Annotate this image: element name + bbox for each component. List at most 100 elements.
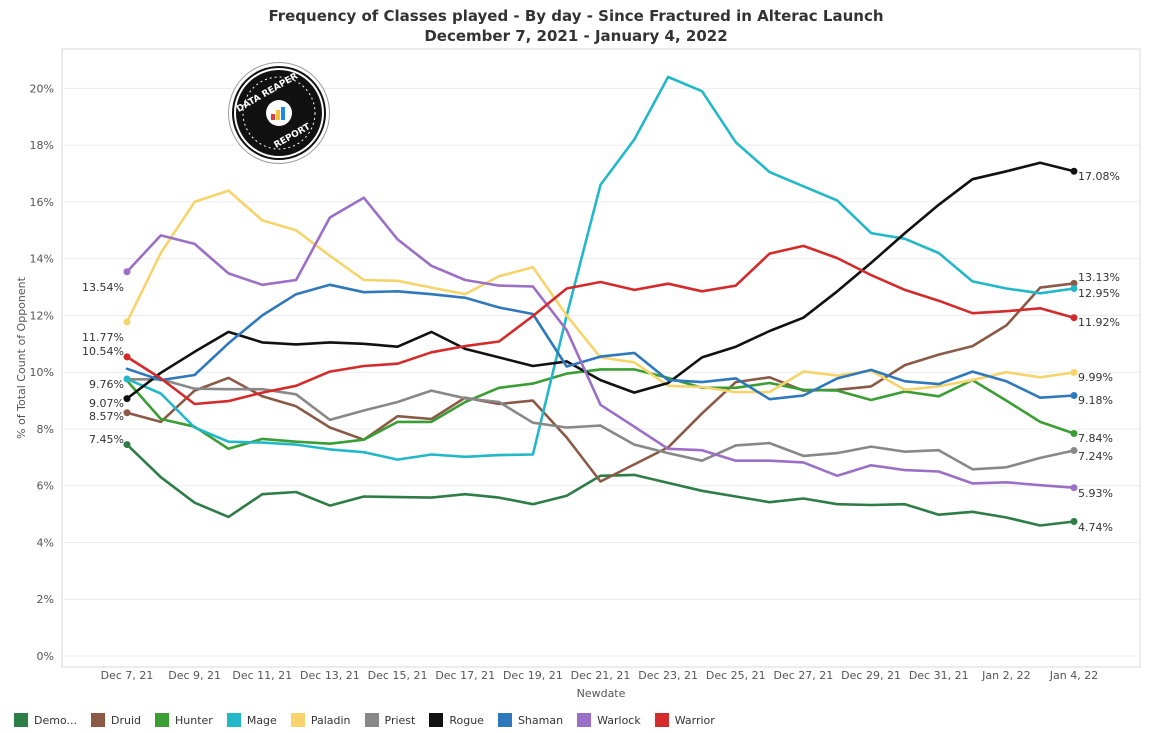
legend-item[interactable]: Rogue	[429, 713, 484, 727]
y-tick-label: 8%	[37, 423, 54, 436]
series-line-rogue	[125, 161, 1076, 400]
series-end-point	[1070, 279, 1078, 287]
series-end-label: 12.95%	[1078, 287, 1120, 300]
legend-item[interactable]: Shaman	[497, 713, 564, 727]
series-end-label: 13.13%	[1078, 271, 1120, 284]
series-start-label: 9.76%	[89, 378, 124, 391]
series-line-demo	[125, 443, 1076, 527]
chart-title: Frequency of Classes played - By day - S…	[268, 7, 884, 25]
x-tick-label: Jan 4, 22	[1049, 669, 1098, 682]
series-line-warrior	[125, 244, 1076, 406]
legend-swatch	[429, 713, 444, 727]
x-tick-label: Dec 21, 21	[571, 669, 631, 682]
legend-swatch	[290, 713, 305, 727]
y-tick-label: 20%	[30, 82, 54, 95]
legend-label: Demo...	[34, 713, 77, 727]
legend-swatch	[226, 713, 241, 727]
series-start-point	[123, 409, 131, 417]
legend-swatch	[90, 713, 105, 727]
legend-swatch	[654, 713, 669, 727]
x-tick-label: Dec 11, 21	[232, 669, 292, 682]
x-tick-label: Dec 7, 21	[101, 669, 154, 682]
x-tick-label: Dec 9, 21	[168, 669, 221, 682]
series-start-label: 9.07%	[89, 397, 124, 410]
y-tick-label: 16%	[30, 196, 54, 209]
legend-label: Shaman	[517, 713, 564, 727]
legend-item[interactable]: Demo...	[14, 713, 77, 727]
x-tick-label: Dec 31, 21	[909, 669, 969, 682]
series-end-point	[1070, 368, 1078, 376]
x-tick-label: Dec 15, 21	[368, 669, 428, 682]
y-tick-label: 14%	[30, 253, 54, 266]
legend-swatch	[14, 713, 28, 727]
x-tick-label: Dec 13, 21	[300, 669, 360, 682]
x-tick-label: Dec 25, 21	[706, 669, 766, 682]
series-line-druid	[125, 282, 1076, 483]
legend-item[interactable]: Mage	[226, 713, 277, 727]
series-end-label: 9.99%	[1078, 371, 1113, 384]
series-end-point	[1070, 167, 1078, 175]
series-start-label: 10.54%	[82, 345, 124, 358]
x-tick-label: Dec 27, 21	[774, 669, 834, 682]
x-tick-label: Dec 17, 21	[435, 669, 495, 682]
series-end-label: 11.92%	[1078, 316, 1120, 329]
series-start-point	[123, 441, 131, 449]
plot-area	[61, 48, 1141, 668]
series-start-label: 13.54%	[82, 281, 124, 294]
chart-legend: Demo... Druid Hunter Mage Paladin Priest Rogue…	[14, 711, 729, 729]
logo-mark: DATA REAPER REPORT	[234, 68, 324, 158]
y-tick-label: 10%	[30, 366, 54, 379]
series-end-point	[1070, 517, 1078, 525]
y-tick-label: 18%	[30, 139, 54, 152]
legend-label: Druid	[110, 713, 141, 727]
x-tick-label: Jan 2, 22	[981, 669, 1030, 682]
series-start-point	[123, 353, 131, 361]
legend-item[interactable]: Warlock	[577, 713, 641, 727]
x-axis-title: Newdate	[577, 687, 626, 700]
series-end-point	[1070, 284, 1078, 292]
legend-swatch	[155, 713, 169, 727]
series-line-hunter	[125, 368, 1076, 451]
series-end-point	[1070, 391, 1078, 399]
chart-subtitle: December 7, 2021 - January 4, 2022	[424, 27, 728, 45]
series-line-priest	[125, 377, 1076, 471]
legend-item[interactable]: Priest	[364, 713, 416, 727]
series-start-label: 8.57%	[89, 410, 124, 423]
legend-label: Hunter	[175, 713, 213, 727]
series-start-point	[123, 318, 131, 326]
legend-label: Mage	[246, 713, 277, 727]
series-end-point	[1070, 484, 1078, 492]
series-line-shaman	[125, 283, 1076, 401]
legend-item[interactable]: Druid	[90, 713, 141, 727]
series-start-label: 7.45%	[89, 433, 124, 446]
legend-label: Priest	[384, 713, 416, 727]
y-tick-label: 0%	[37, 650, 54, 663]
y-tick-label: 12%	[30, 309, 54, 322]
series-line-paladin	[125, 189, 1076, 394]
series-line-warlock	[125, 196, 1076, 490]
series-end-label: 7.84%	[1078, 432, 1113, 445]
legend-item[interactable]: Warrior	[654, 713, 715, 727]
legend-swatch	[577, 713, 592, 727]
legend-label: Warlock	[597, 713, 641, 727]
y-axis-title: % of Total Count of Opponent	[15, 276, 28, 439]
series-end-point	[1070, 447, 1078, 455]
legend-swatch	[497, 713, 512, 727]
legend-item[interactable]: Hunter	[155, 713, 213, 727]
series-start-label: 11.77%	[82, 331, 124, 344]
series-start-point	[123, 375, 131, 383]
series-start-point	[123, 395, 131, 403]
y-tick-label: 4%	[37, 536, 54, 549]
series-end-label: 5.93%	[1078, 487, 1113, 500]
series-start-point	[123, 268, 131, 276]
legend-item[interactable]: Paladin	[290, 713, 351, 727]
x-tick-label: Dec 23, 21	[638, 669, 698, 682]
legend-label: Rogue	[449, 713, 484, 727]
x-tick-label: Dec 19, 21	[503, 669, 563, 682]
y-tick-label: 6%	[37, 480, 54, 493]
series-end-point	[1070, 314, 1078, 322]
series-end-label: 4.74%	[1078, 521, 1113, 534]
x-tick-label: Dec 29, 21	[841, 669, 901, 682]
data-reaper-report-logo: DATA REAPER REPORT	[229, 63, 329, 163]
